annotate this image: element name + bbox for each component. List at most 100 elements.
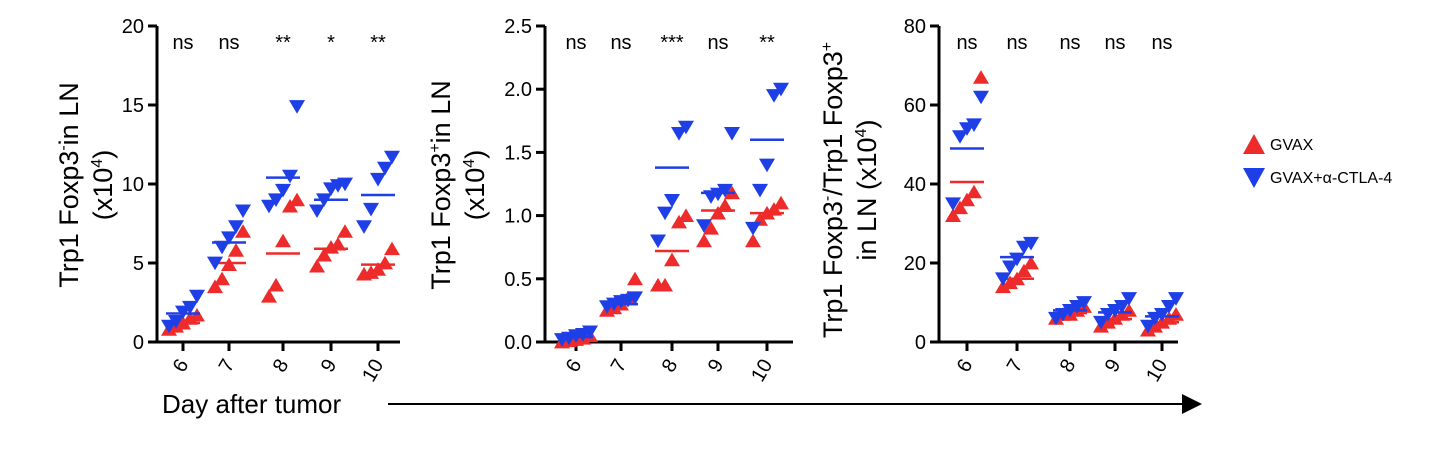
- data-point: [945, 197, 961, 211]
- data-point: [952, 200, 968, 215]
- data-point: [275, 233, 291, 248]
- x-tick-label: 7: [607, 356, 632, 377]
- data-point: [261, 288, 277, 303]
- data-point: [337, 224, 353, 238]
- data-point: [671, 127, 687, 141]
- significance-label: ns: [218, 32, 239, 54]
- significance-label: ***: [660, 32, 684, 54]
- data-point: [973, 70, 989, 84]
- data-point: [1121, 292, 1137, 306]
- data-point: [1093, 315, 1109, 330]
- panel3-ylabel: Trp1 Foxp3-/Trp1 Foxp3+: [818, 42, 848, 338]
- data-point: [189, 289, 205, 304]
- y-tick-label: 60: [904, 95, 926, 117]
- significance-label: ns: [565, 32, 586, 54]
- x-tick-label: 10: [358, 356, 388, 386]
- data-point: [289, 192, 305, 207]
- y-tick-label: 20: [122, 16, 144, 38]
- data-point: [703, 221, 719, 235]
- data-point: [1100, 315, 1116, 329]
- significance-label: ns: [1104, 32, 1125, 54]
- data-point: [316, 247, 332, 262]
- data-point: [268, 277, 284, 292]
- data-point: [377, 161, 393, 176]
- data-point: [1114, 300, 1130, 314]
- data-point: [995, 272, 1011, 286]
- data-point: [995, 279, 1011, 294]
- data-point: [657, 206, 673, 221]
- data-point: [973, 90, 989, 105]
- significance-label: **: [759, 32, 775, 54]
- y-tick-label: 0.5: [504, 269, 532, 291]
- data-point: [1147, 319, 1163, 333]
- data-point: [370, 172, 386, 187]
- data-point: [696, 219, 712, 233]
- x-tick-label: 6: [953, 356, 978, 377]
- data-point: [696, 233, 712, 248]
- significance-label: ns: [1059, 32, 1080, 54]
- x-tick-label: 8: [269, 356, 294, 377]
- data-point: [1076, 296, 1092, 310]
- data-point: [214, 240, 230, 255]
- data-point: [1023, 255, 1039, 270]
- data-point: [1023, 236, 1039, 251]
- y-tick-label: 15: [122, 95, 144, 117]
- data-point: [1161, 300, 1177, 314]
- data-point: [207, 256, 223, 271]
- x-tick-label: 9: [317, 356, 342, 377]
- data-point: [724, 127, 740, 141]
- y-tick-label: 0: [915, 332, 926, 354]
- x-tick-label: 6: [169, 356, 194, 377]
- panel3-ylabel-line2: in LN (x104): [852, 120, 882, 261]
- y-tick-label: 20: [904, 253, 926, 275]
- data-point: [745, 221, 761, 236]
- y-tick-label: 80: [904, 16, 926, 38]
- legend-ctla4-label: GVAX+α-CTLA-4: [1270, 170, 1392, 187]
- data-point: [966, 118, 982, 132]
- data-point: [1002, 260, 1018, 275]
- data-point: [221, 231, 237, 245]
- y-tick-label: 2.5: [504, 16, 532, 38]
- y-tick-label: 1.0: [504, 206, 532, 228]
- significance-label: ns: [956, 32, 977, 54]
- panel2-ylabel: Trp1 Foxp3+in LN: [426, 80, 456, 289]
- data-point: [207, 279, 223, 294]
- data-point: [657, 277, 673, 292]
- x-tick-label: 10: [1142, 356, 1172, 386]
- y-tick-label: 1.5: [504, 142, 532, 164]
- x-tick-label: 8: [1056, 356, 1081, 377]
- y-tick-label: 0: [133, 332, 144, 354]
- y-tick-label: 40: [904, 174, 926, 196]
- significance-label: ns: [1151, 32, 1172, 54]
- data-point: [1168, 292, 1184, 306]
- data-point: [275, 183, 291, 198]
- data-point: [228, 243, 244, 257]
- data-point: [773, 195, 789, 210]
- significance-label: ns: [610, 32, 631, 54]
- data-point: [377, 255, 393, 270]
- data-point: [678, 120, 694, 135]
- data-point: [745, 233, 761, 248]
- data-point: [650, 234, 666, 249]
- y-tick-label: 0.0: [504, 332, 532, 354]
- x-tick-label: 9: [1101, 356, 1126, 377]
- data-point: [717, 198, 733, 212]
- y-tick-label: 2.0: [504, 79, 532, 101]
- legend-ctla4-marker: [1243, 168, 1265, 188]
- panel-3: 0 20 40 60 80 6 7 8 9 10 ns ns ns ns ns: [904, 16, 1184, 386]
- data-point: [337, 177, 353, 192]
- data-point: [1154, 307, 1170, 322]
- legend: GVAX GVAX+α-CTLA-4: [1243, 134, 1392, 188]
- data-point: [678, 208, 694, 222]
- x-tick-label: 6: [562, 356, 587, 377]
- data-point: [710, 205, 726, 220]
- panel2-ylabel-unit: (x104): [460, 150, 490, 220]
- data-point: [952, 130, 968, 144]
- x-tick-label: 7: [1003, 356, 1028, 377]
- data-point: [1016, 263, 1032, 278]
- data-point: [228, 220, 244, 234]
- data-point: [168, 315, 184, 329]
